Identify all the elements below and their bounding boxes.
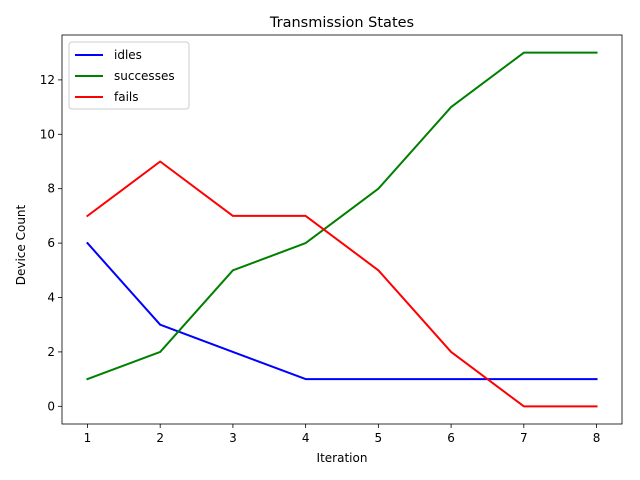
chart-title: Transmission States (269, 15, 414, 31)
y-tick-label: 12 (40, 73, 55, 87)
x-tick-label: 5 (375, 431, 383, 445)
series-line-fails (86, 160, 598, 408)
y-tick-label: 10 (40, 127, 55, 141)
plot-frame (61, 34, 623, 425)
y-tick-label: 2 (47, 345, 55, 359)
x-tick-label: 6 (447, 431, 455, 445)
x-tick-label: 1 (84, 431, 92, 445)
x-tick-label: 7 (520, 431, 528, 445)
legend-label-fails: fails (114, 90, 139, 104)
y-tick-label: 0 (47, 399, 55, 413)
x-tick-label: 3 (229, 431, 237, 445)
x-tick-label: 2 (156, 431, 164, 445)
x-tick-label: 4 (302, 431, 310, 445)
x-ticks: 1 2 3 4 5 6 7 8 (84, 424, 601, 445)
x-tick-label: 8 (593, 431, 601, 445)
legend-box (68, 41, 190, 110)
legend-label-successes: successes (114, 69, 175, 83)
series-line-idles (86, 241, 598, 381)
y-tick-label: 6 (47, 236, 55, 250)
y-tick-label: 4 (47, 291, 55, 305)
x-axis-title: Iteration (317, 451, 368, 465)
legend: idles successes fails (68, 41, 190, 110)
axes-layer (61, 34, 623, 425)
series-layer (86, 51, 598, 408)
y-tick-label: 8 (47, 182, 55, 196)
legend-label-idles: idles (114, 48, 142, 62)
y-axis-title: Device Count (14, 204, 28, 285)
series-line-successes (86, 51, 598, 381)
y-ticks: 0 2 4 6 8 10 12 (40, 73, 62, 413)
